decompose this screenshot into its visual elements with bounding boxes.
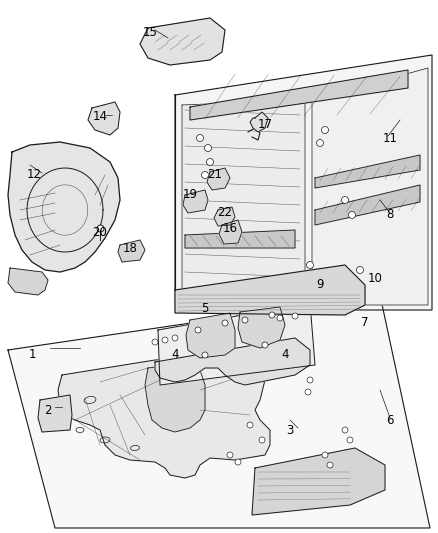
Polygon shape [190,70,408,120]
Text: 11: 11 [382,132,398,144]
Circle shape [347,437,353,443]
Text: 17: 17 [258,118,272,132]
Polygon shape [38,395,72,432]
Polygon shape [8,268,48,295]
Polygon shape [207,168,230,190]
Circle shape [342,427,348,433]
Text: 16: 16 [223,222,237,235]
Text: 18: 18 [123,241,138,254]
Circle shape [201,172,208,179]
Polygon shape [140,18,225,65]
Text: 6: 6 [386,414,394,426]
Circle shape [152,339,158,345]
Circle shape [262,342,268,348]
Circle shape [242,317,248,323]
Polygon shape [183,190,208,213]
Text: 19: 19 [183,189,198,201]
Circle shape [247,422,253,428]
Polygon shape [312,68,428,305]
Text: 5: 5 [201,302,208,314]
Polygon shape [158,303,315,385]
Text: 7: 7 [361,316,369,328]
Text: 14: 14 [92,110,107,124]
Text: 4: 4 [281,349,289,361]
Polygon shape [58,355,270,478]
Polygon shape [250,112,268,132]
Text: 22: 22 [218,206,233,220]
Circle shape [202,352,208,358]
Polygon shape [175,55,432,310]
Circle shape [301,274,308,281]
Polygon shape [88,102,120,135]
Circle shape [352,281,358,288]
Circle shape [195,327,201,333]
Text: 21: 21 [208,168,223,182]
Circle shape [259,437,265,443]
Polygon shape [315,155,420,188]
Polygon shape [186,313,235,358]
Circle shape [305,389,311,395]
Polygon shape [219,220,242,244]
Circle shape [307,377,313,383]
Circle shape [322,452,328,458]
Circle shape [292,313,298,319]
Circle shape [357,266,364,273]
Polygon shape [252,448,385,515]
Text: 12: 12 [27,168,42,182]
Circle shape [317,140,324,147]
Polygon shape [8,142,120,272]
Polygon shape [145,362,205,432]
Polygon shape [182,100,305,295]
Circle shape [162,337,168,343]
Circle shape [235,459,241,465]
Circle shape [307,262,314,269]
Text: 9: 9 [316,279,324,292]
Circle shape [197,134,204,141]
Circle shape [227,452,233,458]
Polygon shape [185,230,295,248]
Polygon shape [118,240,145,262]
Text: 10: 10 [367,271,382,285]
Circle shape [321,126,328,133]
Circle shape [206,158,213,166]
Text: 3: 3 [286,424,294,437]
Polygon shape [175,265,365,315]
Polygon shape [238,307,285,348]
Circle shape [277,315,283,321]
Polygon shape [8,295,430,528]
Circle shape [222,320,228,326]
Circle shape [349,212,356,219]
Text: 2: 2 [44,403,52,416]
Text: 4: 4 [171,349,179,361]
Polygon shape [155,338,310,385]
Polygon shape [315,185,420,225]
Circle shape [327,462,333,468]
Polygon shape [214,207,235,226]
Circle shape [205,144,212,151]
Text: 15: 15 [142,26,157,38]
Text: 20: 20 [92,227,107,239]
Text: 8: 8 [386,208,394,222]
Circle shape [342,197,349,204]
Circle shape [172,335,178,341]
Text: 1: 1 [28,349,36,361]
Circle shape [269,312,275,318]
